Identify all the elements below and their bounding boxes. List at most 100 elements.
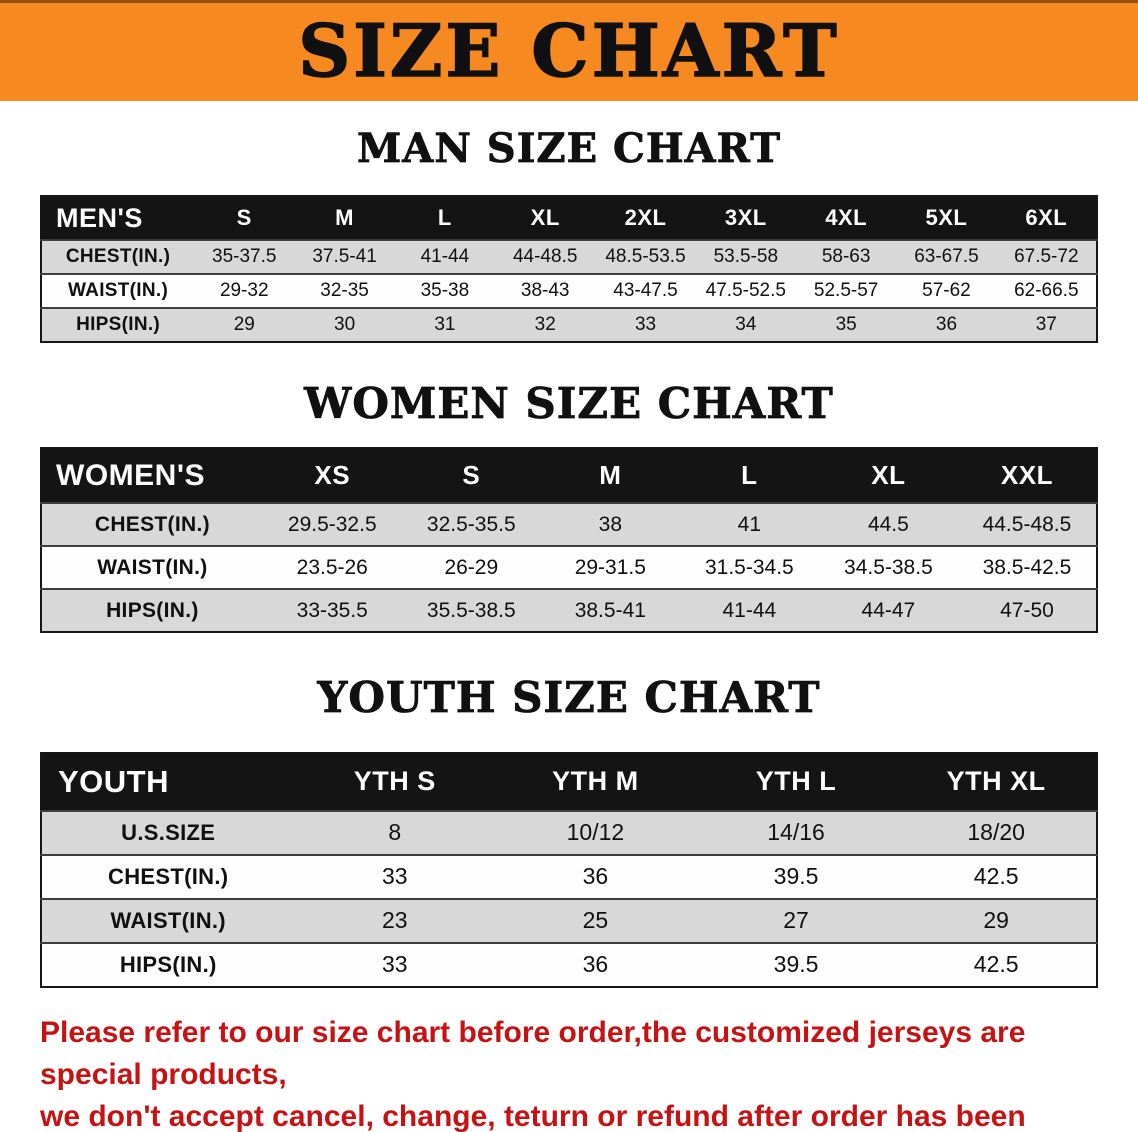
size-column-header: YTH XL	[896, 752, 1097, 811]
measurement-value: 18/20	[967, 819, 1025, 846]
measurement-value: 41-44	[420, 246, 470, 267]
measurement-value: 31.5-34.5	[704, 555, 794, 579]
measurement-value: 38	[598, 512, 622, 536]
measurement-value: 48.5-53.5	[605, 246, 686, 267]
size-column-header: XL	[495, 196, 596, 240]
measurement-row: HIPS(IN.) 29 30 31 32 33 34 35 36 37	[41, 308, 1097, 342]
measurement-value: 39.5	[773, 951, 819, 978]
size-column-header: YTH L	[695, 752, 897, 811]
measurement-row: HIPS(IN.) 33 36 39.5 42.5	[41, 942, 1097, 987]
size-column-header: XS	[262, 448, 402, 504]
size-column-header: L	[679, 448, 819, 504]
size-column-header: S	[401, 448, 541, 504]
size-column-header: 2XL	[595, 196, 696, 240]
measurement-value: 33	[634, 314, 657, 335]
size-column-header: L	[394, 196, 496, 240]
men-size-table: MEN'S S M L XL 2XL 3XL 4XL 5XL 6XL CHEST(IN.) 35-37…	[40, 195, 1098, 343]
measurement-row: CHEST(IN.) 35-37.5 37.5-41 41-44 44-48.5 48.5…	[41, 240, 1097, 274]
measurement-value: 57-62	[922, 280, 971, 301]
measurement-value: 36	[582, 951, 609, 978]
table-header-row: MEN'S S M L XL 2XL 3XL 4XL 5XL 6XL	[41, 196, 1097, 240]
measurement-value: 26-29	[444, 555, 499, 579]
measurement-value: 23	[381, 907, 408, 934]
measurement-value: 58-63	[821, 246, 871, 267]
measurement-row: WAIST(IN.) 29-32 32-35 35-38 38-43 43-47.5 47.…	[41, 274, 1097, 308]
women-size-heading: WOMEN SIZE CHART	[304, 379, 834, 429]
measurement-value: 29	[983, 907, 1009, 934]
size-column-header: M	[294, 196, 395, 240]
measurement-value: 33	[381, 863, 408, 890]
measurement-value: 36	[935, 314, 958, 335]
size-column-header: S	[194, 196, 295, 240]
page-title: SIZE CHART	[297, 7, 840, 93]
size-chart-banner: SIZE CHART	[0, 0, 1138, 101]
measurement-value: 29.5-32.5	[287, 512, 377, 536]
measurement-value: 32-35	[320, 280, 369, 301]
disclaimer-line: Please refer to our size chart before or…	[40, 1015, 1026, 1091]
measurement-label: CHEST(IN.)	[65, 246, 171, 267]
men-size-section: MAN SIZE CHART MEN'S S M L XL 2XL 3XL 4XL 5XL 6XL…	[0, 101, 1138, 343]
measurement-value: 32.5-35.5	[426, 512, 516, 536]
disclaimer: Please refer to our size chart before or…	[40, 1012, 1110, 1132]
measurement-label: HIPS(IN.)	[106, 598, 199, 622]
size-column-header: XXL	[957, 448, 1097, 504]
measurement-row: HIPS(IN.) 33-35.5 35.5-38.5 38.5-41 41-44 44-…	[41, 589, 1097, 633]
measurement-label: CHEST(IN.)	[94, 512, 210, 536]
size-column-header: 4XL	[795, 196, 897, 240]
size-column-header: M	[540, 448, 680, 504]
measurement-value: 41	[737, 512, 762, 536]
measurement-value: 42.5	[973, 863, 1019, 890]
measurement-value: 34.5-38.5	[844, 555, 933, 579]
measurement-value: 42.5	[973, 951, 1019, 978]
measurement-value: 41-44	[722, 598, 777, 622]
measurement-value: 30	[334, 314, 356, 335]
measurement-value: 25	[582, 907, 609, 934]
measurement-value: 33	[381, 951, 408, 978]
measurement-value: 31	[434, 314, 456, 335]
measurement-row: CHEST(IN.) 29.5-32.5 32.5-35.5 38 41 44.5 44.5…	[41, 503, 1097, 547]
youth-size-heading: YOUTH SIZE CHART	[317, 673, 821, 723]
measurement-row: WAIST(IN.) 23 25 27 29	[41, 898, 1097, 943]
measurement-value: 32	[534, 314, 556, 335]
measurement-value: 35	[835, 314, 857, 335]
measurement-value: 52.5-57	[813, 280, 879, 301]
size-column-header: 6XL	[996, 196, 1097, 240]
measurement-value: 38.5-41	[574, 598, 646, 622]
measurement-value: 10/12	[566, 819, 625, 846]
measurement-value: 35-37.5	[212, 246, 277, 267]
measurement-value: 37.5-41	[312, 246, 377, 267]
measurement-value: 8	[388, 819, 402, 846]
youth-size-section: YOUTH SIZE CHART YOUTH YTH S YTH M YTH L YTH…	[0, 633, 1138, 988]
table-corner-label: YOUTH	[41, 752, 295, 811]
measurement-value: 29-32	[219, 280, 269, 301]
men-size-heading: MAN SIZE CHART	[357, 125, 781, 173]
measurement-value: 53.5-58	[713, 246, 779, 267]
table-header-row: WOMEN'S XS S M L XL XXL	[41, 448, 1097, 504]
measurement-label: WAIST(IN.)	[110, 907, 226, 933]
measurement-value: 29-31.5	[574, 555, 646, 579]
measurement-value: 63-67.5	[914, 246, 979, 267]
measurement-label: U.S.SIZE	[121, 819, 216, 845]
measurement-value: 34	[735, 314, 757, 335]
measurement-value: 47.5-52.5	[705, 280, 786, 301]
measurement-value: 44.5	[867, 512, 909, 536]
measurement-value: 33-35.5	[296, 598, 368, 622]
table-header-row: YOUTH YTH S YTH M YTH L YTH XL	[41, 752, 1097, 811]
measurement-value: 67.5-72	[1014, 246, 1079, 267]
size-column-header: 5XL	[896, 196, 997, 240]
measurement-value: 38.5-42.5	[982, 555, 1072, 579]
measurement-value: 39.5	[773, 863, 819, 890]
measurement-value: 37	[1035, 314, 1057, 335]
measurement-value: 27	[783, 907, 809, 934]
women-size-table: WOMEN'S XS S M L XL XXL CHEST(IN.) 29.5-32.5 32.5…	[40, 447, 1098, 634]
disclaimer-line: we don't accept cancel, change, teturn o…	[40, 1099, 1026, 1132]
size-column-header: XL	[818, 448, 958, 504]
table-corner-label: MEN'S	[41, 196, 195, 240]
measurement-row: WAIST(IN.) 23.5-26 26-29 29-31.5 31.5-34.5 34…	[41, 546, 1097, 590]
measurement-value: 62-66.5	[1014, 280, 1079, 301]
measurement-label: HIPS(IN.)	[119, 951, 217, 977]
measurement-value: 35-38	[420, 280, 470, 301]
measurement-value: 44-48.5	[512, 246, 578, 267]
measurement-row: CHEST(IN.) 33 36 39.5 42.5	[41, 854, 1097, 899]
